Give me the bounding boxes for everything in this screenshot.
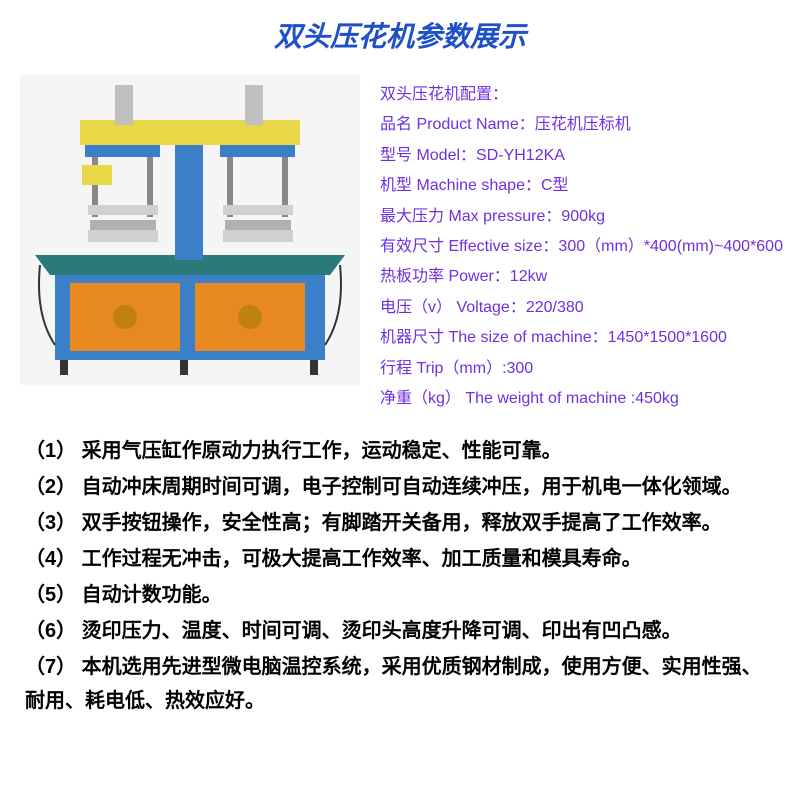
feature-3: （3） 双手按钮操作，安全性高；有脚踏开关备用，释放双手提高了工作效率。	[25, 506, 775, 540]
page-title: 双头压花机参数展示	[20, 15, 780, 55]
feature-1: （1） 采用气压缸作原动力执行工作，运动稳定、性能可靠。	[25, 434, 775, 468]
feature-6: （6） 烫印压力、温度、时间可调、烫印头高度升降可调、印出有凹凸感。	[25, 614, 775, 648]
feature-5: （5） 自动计数功能。	[25, 578, 775, 612]
spec-model: 型号 Model：SD-YH12KA	[380, 141, 783, 171]
machine-image	[20, 75, 360, 385]
spec-voltage: 电压（v） Voltage：220/380	[380, 293, 783, 323]
feature-7: （7） 本机选用先进型微电脑温控系统，采用优质钢材制成，使用方便、实用性强、耐用…	[25, 650, 775, 718]
spec-effective-size: 有效尺寸 Effective size：300（mm）*400(mm)~400*…	[380, 232, 783, 262]
specs-panel: 双头压花机配置： 品名 Product Name：压花机压标机 型号 Model…	[380, 75, 783, 414]
spec-heading: 双头压花机配置：	[380, 80, 783, 110]
machine-svg	[20, 75, 360, 385]
top-section: 双头压花机配置： 品名 Product Name：压花机压标机 型号 Model…	[20, 75, 780, 414]
feature-4: （4） 工作过程无冲击，可极大提高工作效率、加工质量和模具寿命。	[25, 542, 775, 576]
spec-machine-shape: 机型 Machine shape：C型	[380, 171, 783, 201]
spec-product-name: 品名 Product Name：压花机压标机	[380, 110, 783, 140]
spec-max-pressure: 最大压力 Max pressure：900kg	[380, 202, 783, 232]
spec-trip: 行程 Trip（mm）:300	[380, 354, 783, 384]
feature-2: （2） 自动冲床周期时间可调，电子控制可自动连续冲压，用于机电一体化领域。	[25, 470, 775, 504]
spec-weight: 净重（kg） The weight of machine :450kg	[380, 384, 783, 414]
features-list: （1） 采用气压缸作原动力执行工作，运动稳定、性能可靠。 （2） 自动冲床周期时…	[20, 434, 780, 718]
spec-power: 热板功率 Power：12kw	[380, 262, 783, 292]
spec-machine-size: 机器尺寸 The size of machine：1450*1500*1600	[380, 323, 783, 353]
